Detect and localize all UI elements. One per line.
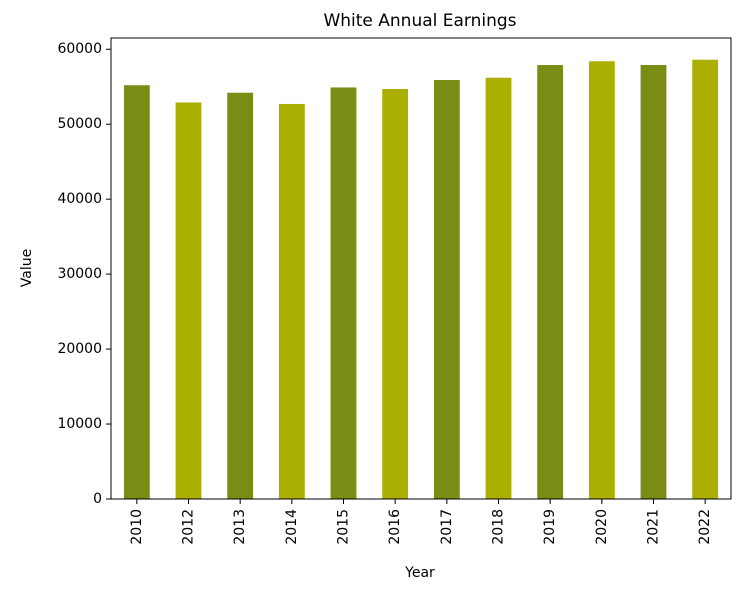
y-axis: 0 10000 20000 30000 40000 50000 60000 xyxy=(57,41,111,507)
y-tick-label-50000: 50000 xyxy=(57,116,102,132)
bar-2019 xyxy=(537,64,564,500)
x-tick-label-2017: 2017 xyxy=(439,509,455,545)
x-tick-label-2019: 2019 xyxy=(542,509,558,545)
bar-2010 xyxy=(123,85,150,499)
bar-2017 xyxy=(433,79,460,499)
x-tick-label-2016: 2016 xyxy=(387,509,403,545)
plot-frame xyxy=(110,37,732,500)
x-tick-label-2012: 2012 xyxy=(181,509,197,545)
bar-2020 xyxy=(588,61,615,500)
bar-2012 xyxy=(175,102,202,500)
y-tick-label-60000: 60000 xyxy=(57,41,102,57)
x-axis: 2010 2012 2013 2014 2015 2016 2017 2018 2019 2020… xyxy=(129,499,713,545)
x-tick-label-2014: 2014 xyxy=(284,509,300,545)
y-tick-label-0: 0 xyxy=(93,491,102,507)
bars-group xyxy=(123,59,719,500)
bar-2016 xyxy=(382,88,409,500)
x-tick-label-2015: 2015 xyxy=(336,509,352,545)
y-axis-label: Value xyxy=(19,249,35,287)
x-tick-label-2022: 2022 xyxy=(697,509,713,545)
y-tick-label-10000: 10000 xyxy=(57,416,102,432)
y-tick-label-20000: 20000 xyxy=(57,341,102,357)
bar-2018 xyxy=(485,77,512,499)
y-tick-label-30000: 30000 xyxy=(57,266,102,282)
chart-title: White Annual Earnings xyxy=(323,11,516,31)
bar-2015 xyxy=(330,87,357,499)
bar-2021 xyxy=(640,64,667,500)
bar-2022 xyxy=(692,59,719,499)
x-tick-label-2018: 2018 xyxy=(491,509,507,545)
bar-2013 xyxy=(227,92,254,499)
y-tick-label-40000: 40000 xyxy=(57,191,102,207)
bar-2014 xyxy=(278,103,305,499)
x-tick-label-2020: 2020 xyxy=(594,509,610,545)
x-axis-label: Year xyxy=(404,565,435,581)
x-tick-label-2021: 2021 xyxy=(646,509,662,545)
x-tick-label-2013: 2013 xyxy=(232,509,248,545)
x-tick-label-2010: 2010 xyxy=(129,509,145,545)
